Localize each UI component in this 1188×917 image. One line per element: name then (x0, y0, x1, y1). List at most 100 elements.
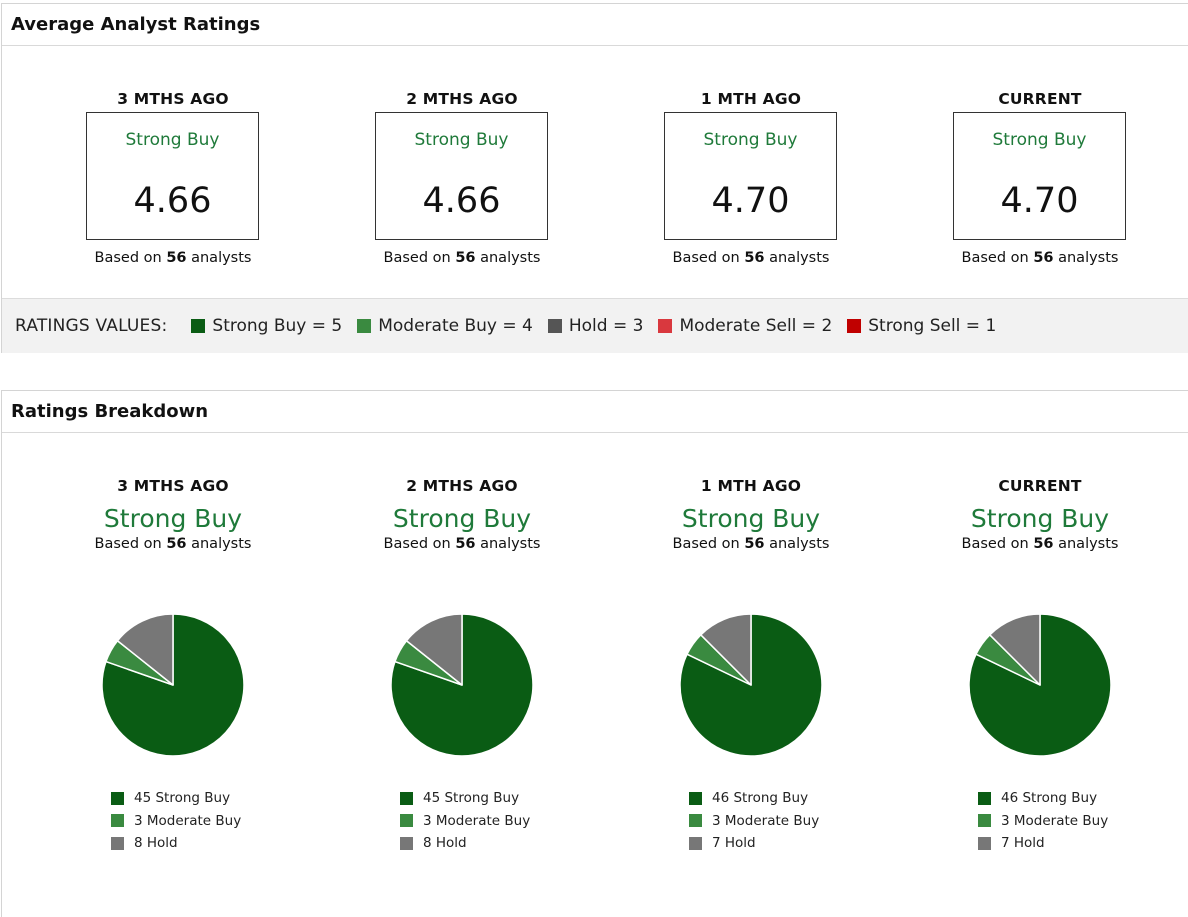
pie-legend-item: 45 Strong Buy (111, 787, 241, 810)
legend-label: Hold = 3 (568, 316, 644, 336)
ratings-breakdown-title: Ratings Breakdown (2, 391, 1188, 433)
rating-label: Strong Buy (414, 130, 509, 150)
pie-slice-hold (405, 613, 463, 686)
pie-legend-item: 7 Hold (689, 832, 819, 855)
pie-legend-current: 46 Strong Buy 3 Moderate Buy 7 Hold (978, 787, 1108, 855)
based-on-text: Based on 56 analysts (961, 250, 1119, 266)
legend-swatch (847, 319, 862, 333)
bd-period-1m: 1 MTH AGO Strong Buy Based on 56 analyst… (621, 477, 881, 552)
period-header: CURRENT (998, 90, 1082, 108)
pie-slice-hold (989, 613, 1041, 686)
legend-label: 7 Hold (1001, 835, 1045, 852)
legend-label: 3 Moderate Buy (423, 812, 531, 829)
based-on-text: Based on 56 analysts (383, 250, 541, 266)
avg-period-1m: 1 MTH AGO Strong Buy 4.70 Based on 56 an… (621, 90, 881, 280)
pie-legend-item: 3 Moderate Buy (111, 810, 241, 833)
pie-legend-2m: 45 Strong Buy 3 Moderate Buy 8 Hold (400, 787, 530, 855)
legend-label: 8 Hold (134, 835, 178, 852)
legend-label: 7 Hold (712, 835, 756, 852)
based-on-text: Based on 56 analysts (94, 536, 252, 552)
legend-swatch (547, 319, 562, 333)
legend-swatch (400, 791, 413, 805)
legend-item-hold: Hold = 3 (547, 316, 644, 336)
legend-swatch (978, 836, 991, 850)
pie-legend-3m: 45 Strong Buy 3 Moderate Buy 8 Hold (111, 787, 241, 855)
legend-item-moderate-buy: Moderate Buy = 4 (357, 316, 533, 336)
legend-swatch (658, 319, 673, 333)
period-header: 2 MTHS AGO (406, 477, 518, 495)
legend-label: 3 Moderate Buy (712, 812, 820, 829)
ratings-breakdown-panel: Ratings Breakdown 3 MTHS AGO Strong Buy … (1, 390, 1188, 917)
legend-swatch (400, 836, 413, 850)
legend-label: 45 Strong Buy (134, 790, 231, 807)
average-ratings-title: Average Analyst Ratings (2, 4, 1188, 46)
rating-box: Strong Buy 4.70 (953, 112, 1126, 240)
pie-legend-item: 3 Moderate Buy (400, 810, 530, 833)
based-on-text: Based on 56 analysts (94, 250, 252, 266)
legend-label: 45 Strong Buy (423, 790, 520, 807)
average-ratings-panel: Average Analyst Ratings 3 MTHS AGO Stron… (1, 3, 1188, 353)
pie-legend-item: 7 Hold (978, 832, 1108, 855)
rating-label: Strong Buy (970, 504, 1110, 533)
rating-score: 4.70 (711, 181, 790, 221)
pie-chart-2m (390, 613, 534, 757)
pie-legend-item: 8 Hold (400, 832, 530, 855)
legend-item-strong-buy: Strong Buy = 5 (191, 316, 342, 336)
rating-label: Strong Buy (392, 504, 532, 533)
rating-label: Strong Buy (125, 130, 220, 150)
pie-legend-item: 3 Moderate Buy (978, 810, 1108, 833)
pie-chart-current (968, 613, 1112, 757)
based-on-text: Based on 56 analysts (672, 536, 830, 552)
legend-item-moderate-sell: Moderate Sell = 2 (658, 316, 832, 336)
legend-label: Moderate Buy = 4 (378, 316, 533, 336)
legend-swatch (111, 836, 124, 850)
period-header: 3 MTHS AGO (117, 90, 229, 108)
legend-swatch (111, 814, 124, 828)
legend-swatch (400, 814, 413, 828)
legend-title: RATINGS VALUES: (15, 316, 168, 336)
bd-period-2m: 2 MTHS AGO Strong Buy Based on 56 analys… (332, 477, 592, 552)
pie-slice-hold (700, 613, 752, 686)
legend-swatch (191, 319, 206, 333)
rating-box: Strong Buy 4.70 (664, 112, 837, 240)
bd-period-current: CURRENT Strong Buy Based on 56 analysts (910, 477, 1170, 552)
legend-label: Strong Sell = 1 (868, 316, 997, 336)
legend-label: 46 Strong Buy (712, 790, 809, 807)
analyst-count: 56 (166, 536, 187, 552)
legend-label: Strong Buy = 5 (212, 316, 343, 336)
legend-label: Moderate Sell = 2 (679, 316, 833, 336)
rating-label: Strong Buy (992, 130, 1087, 150)
pie-legend-item: 45 Strong Buy (400, 787, 530, 810)
analyst-count: 56 (1033, 250, 1054, 266)
pie-legend-item: 46 Strong Buy (689, 787, 819, 810)
legend-swatch (978, 814, 991, 828)
legend-item-strong-sell: Strong Sell = 1 (847, 316, 996, 336)
legend-swatch (978, 791, 991, 805)
period-header: CURRENT (998, 477, 1082, 495)
avg-period-2m: 2 MTHS AGO Strong Buy 4.66 Based on 56 a… (332, 90, 592, 280)
legend-swatch (689, 836, 702, 850)
legend-swatch (689, 791, 702, 805)
based-on-text: Based on 56 analysts (672, 250, 830, 266)
pie-chart-3m (101, 613, 245, 757)
pie-legend-1m: 46 Strong Buy 3 Moderate Buy 7 Hold (689, 787, 819, 855)
pie-legend-item: 8 Hold (111, 832, 241, 855)
analyst-count: 56 (1033, 536, 1054, 552)
period-header: 1 MTH AGO (700, 90, 802, 108)
rating-score: 4.70 (1000, 181, 1079, 221)
pie-chart-1m (679, 613, 823, 757)
based-on-text: Based on 56 analysts (383, 536, 541, 552)
bd-period-3m: 3 MTHS AGO Strong Buy Based on 56 analys… (43, 477, 303, 552)
rating-label: Strong Buy (703, 130, 798, 150)
legend-swatch (689, 814, 702, 828)
pie-legend-item: 46 Strong Buy (978, 787, 1108, 810)
period-header: 2 MTHS AGO (406, 90, 518, 108)
legend-label: 3 Moderate Buy (134, 812, 242, 829)
legend-swatch (111, 791, 124, 805)
analyst-count: 56 (455, 536, 476, 552)
rating-box: Strong Buy 4.66 (375, 112, 548, 240)
legend-swatch (357, 319, 372, 333)
ratings-values-legend: RATINGS VALUES: Strong Buy = 5 Moderate … (2, 298, 1188, 353)
rating-box: Strong Buy 4.66 (86, 112, 259, 240)
legend-label: 3 Moderate Buy (1001, 812, 1109, 829)
